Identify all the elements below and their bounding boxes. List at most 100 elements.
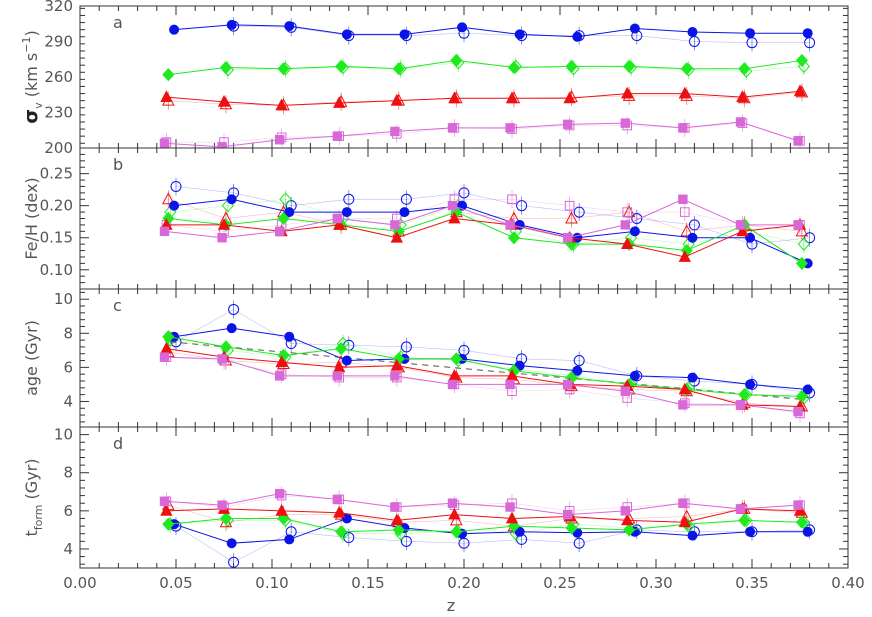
panel-b: 0.10 0.15 0.20 0.25 b Fe/H (dex) bbox=[22, 147, 849, 290]
blue-circle-point bbox=[687, 27, 698, 38]
green-diamond-point bbox=[680, 62, 693, 76]
open-circle-point bbox=[573, 206, 585, 218]
y-axis-label: tform (Gyr) bbox=[22, 459, 45, 537]
red-triangle-point bbox=[793, 84, 807, 97]
magenta-square-point bbox=[620, 386, 630, 396]
y-label-symbol: t bbox=[22, 530, 41, 536]
open-circle-point bbox=[228, 303, 240, 315]
magenta-square-point bbox=[159, 226, 170, 237]
red-triangle-point bbox=[217, 218, 231, 230]
red-series-line bbox=[166, 217, 801, 258]
blue-circle-point bbox=[687, 232, 698, 243]
green-diamond-point bbox=[450, 53, 463, 68]
red-triangle-point bbox=[621, 513, 634, 526]
y-tick-label: 0.15 bbox=[40, 229, 73, 247]
open-circle-point bbox=[458, 187, 470, 199]
blue-circle-point bbox=[284, 534, 295, 545]
blue-circle-point bbox=[341, 355, 352, 366]
panel-a: 200 230 260 290 320 a σv (km s−1) bbox=[20, 0, 849, 157]
magenta-series-line bbox=[164, 356, 799, 413]
magenta-square-point bbox=[735, 504, 746, 514]
blue-circle-point bbox=[169, 200, 180, 211]
blue-circle-point bbox=[284, 21, 295, 32]
green-diamond-point bbox=[335, 342, 348, 356]
magenta-square-point bbox=[620, 118, 630, 128]
open-series-line bbox=[175, 309, 810, 394]
blue-circle-point bbox=[284, 207, 295, 218]
green-series-line bbox=[168, 211, 803, 264]
magenta-square-point bbox=[620, 506, 630, 516]
blue-circle-point bbox=[226, 19, 237, 30]
magenta-square-point bbox=[159, 138, 170, 148]
magenta-square-point bbox=[274, 135, 285, 145]
green-diamond-point bbox=[219, 511, 232, 526]
red-triangle-point bbox=[736, 224, 749, 237]
blue-circle-point bbox=[802, 526, 813, 537]
blue-series-line bbox=[174, 24, 808, 38]
green-diamond-point bbox=[738, 513, 751, 527]
panel-data bbox=[159, 177, 816, 270]
magenta-square-point bbox=[562, 233, 573, 243]
magenta-square-point bbox=[390, 371, 400, 381]
blue-circle-point bbox=[572, 365, 583, 376]
blue-circle-point bbox=[745, 526, 756, 537]
panel-data bbox=[159, 300, 816, 423]
green-diamond-point bbox=[795, 256, 808, 270]
panel-d: 4 6 8 10 d tform (Gyr) bbox=[22, 426, 849, 569]
magenta-square-point bbox=[505, 123, 515, 133]
blue-circle-point bbox=[514, 526, 525, 537]
magenta-square-point bbox=[332, 494, 342, 505]
green-diamond-point bbox=[795, 389, 808, 403]
x-tick-label: 0.00 bbox=[63, 574, 96, 592]
open-triangle-point bbox=[565, 211, 578, 224]
open-series-line bbox=[175, 186, 810, 245]
green-diamond-point bbox=[795, 515, 808, 529]
green-diamond-point bbox=[392, 523, 405, 537]
red-triangle-point bbox=[505, 511, 519, 524]
green-diamond-point bbox=[162, 517, 175, 531]
green-diamond-point bbox=[450, 352, 463, 366]
magenta-series-line bbox=[164, 493, 799, 516]
open-series-line bbox=[170, 199, 804, 245]
green-diamond-point bbox=[623, 59, 636, 73]
magenta-square-point bbox=[390, 502, 400, 512]
open-triangle-point bbox=[795, 224, 809, 237]
open-series-line bbox=[170, 339, 804, 399]
y-label-text: Fe/H (dex) bbox=[22, 177, 41, 259]
x-tick-label: 0.05 bbox=[159, 574, 192, 592]
blue-circle-point bbox=[514, 29, 525, 40]
open-diamond-point bbox=[279, 192, 292, 207]
red-triangle-point bbox=[678, 515, 691, 528]
magenta-series-line bbox=[164, 121, 799, 148]
magenta-square-point bbox=[217, 142, 227, 148]
open-circle-point bbox=[688, 219, 700, 231]
magenta-square-point bbox=[274, 226, 285, 237]
y-tick-label: 8 bbox=[63, 464, 73, 482]
y-tick-label: 290 bbox=[44, 33, 73, 51]
magenta-square-point bbox=[735, 117, 746, 127]
blue-circle-point bbox=[284, 331, 295, 342]
blue-circle-point bbox=[169, 24, 180, 35]
open-circle-point bbox=[228, 556, 240, 568]
magenta-square-point bbox=[390, 126, 400, 137]
green-diamond-point bbox=[392, 62, 405, 76]
blue-circle-point bbox=[629, 226, 640, 237]
y-axis-label: age (Gyr) bbox=[22, 320, 41, 396]
green-series-line bbox=[168, 336, 802, 397]
open-circle-point bbox=[400, 535, 412, 547]
magenta-square-point bbox=[274, 371, 285, 381]
blue-circle-point bbox=[572, 31, 583, 42]
blue-circle-point bbox=[457, 22, 468, 33]
x-tick-label: 0.35 bbox=[735, 574, 768, 592]
y-label-subscript: v bbox=[32, 102, 45, 109]
blue-circle-point bbox=[687, 372, 698, 383]
open-series-line bbox=[166, 356, 801, 414]
y-label-symbol: σ bbox=[20, 109, 42, 124]
panel-letter: c bbox=[113, 296, 122, 315]
red-triangle-point bbox=[678, 250, 691, 262]
dashed-trend-line bbox=[170, 341, 806, 401]
magenta-square-point bbox=[562, 379, 573, 390]
green-series-line bbox=[168, 59, 802, 76]
open-triangle-point bbox=[680, 224, 694, 237]
